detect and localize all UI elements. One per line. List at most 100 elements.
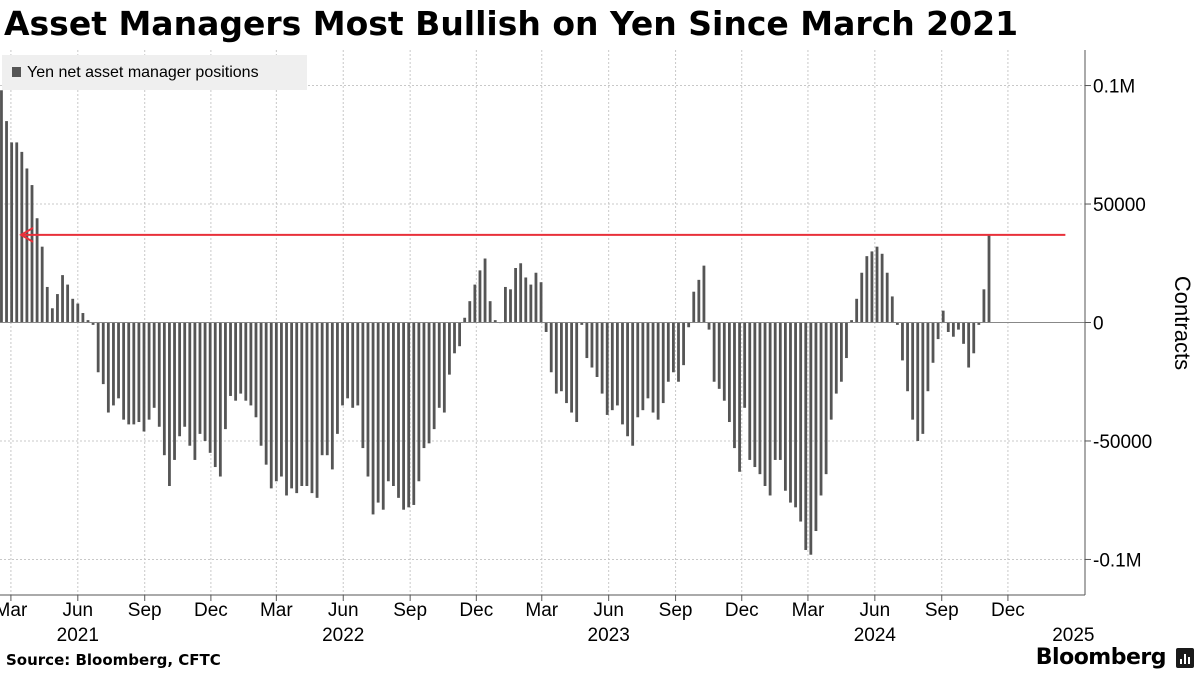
bar [157, 322, 161, 427]
bar [839, 322, 843, 382]
x-tick-label: Sep [925, 600, 959, 621]
bar [834, 322, 838, 394]
bar [10, 142, 14, 323]
bar [5, 121, 8, 323]
bloomberg-chart-icon [1176, 648, 1194, 668]
bar [717, 322, 721, 389]
bar [432, 322, 436, 430]
bar [361, 322, 365, 449]
bar [488, 301, 492, 323]
bar [351, 322, 355, 408]
bar [631, 322, 635, 446]
bar [738, 322, 741, 472]
bar [188, 322, 192, 446]
bar [392, 322, 395, 486]
x-tick-label: Dec [194, 600, 228, 621]
bar [951, 322, 955, 337]
bar [661, 322, 665, 404]
bar [911, 322, 915, 420]
x-tick-label: Mar [525, 600, 558, 621]
bar [829, 322, 833, 420]
bar [71, 298, 75, 323]
bar [269, 322, 273, 489]
x-tick-label: Dec [991, 600, 1025, 621]
bar [646, 322, 650, 399]
bar [534, 272, 538, 323]
bar [101, 322, 105, 385]
bar [417, 322, 421, 482]
bar [870, 251, 874, 323]
bar [229, 322, 232, 396]
bar [91, 322, 95, 325]
bar [20, 151, 24, 323]
bar [529, 284, 533, 323]
bar [570, 322, 573, 413]
bar [285, 322, 288, 496]
bar [320, 322, 324, 456]
bar [539, 282, 543, 323]
bar [407, 322, 411, 508]
bar [193, 322, 197, 460]
bar [850, 320, 853, 323]
bar [712, 322, 716, 382]
bar [30, 185, 34, 323]
bar [483, 258, 487, 323]
bar [783, 322, 787, 491]
bar [183, 322, 187, 427]
chart-title: Asset Managers Most Bullish on Yen Since… [4, 4, 1019, 43]
bar [244, 322, 248, 401]
bar [453, 322, 456, 354]
legend: Yen net asset manager positions [2, 55, 307, 90]
bar [274, 322, 278, 482]
x-tick-label: Sep [128, 600, 162, 621]
y-tick-label: -0.1M [1093, 550, 1142, 571]
bar [880, 253, 884, 323]
bar [819, 322, 823, 496]
x-tick-label: Sep [393, 600, 427, 621]
bar [366, 322, 370, 477]
bar [549, 322, 553, 373]
bar [575, 322, 579, 423]
bar [117, 322, 120, 399]
bar [855, 298, 859, 323]
bar [35, 218, 39, 323]
bar [962, 322, 965, 344]
bar [427, 322, 431, 444]
bar [381, 322, 385, 510]
x-tick-label: Dec [459, 600, 493, 621]
bar [280, 322, 283, 477]
bar [356, 322, 360, 406]
bar [636, 322, 640, 418]
bar [213, 322, 217, 468]
bar [672, 322, 675, 373]
bar [86, 320, 90, 323]
bar [946, 322, 950, 332]
x-tick-label: Mar [0, 600, 28, 621]
bar [112, 322, 115, 406]
bar [895, 322, 899, 325]
bar [885, 272, 889, 323]
bar [977, 322, 981, 325]
bar [743, 322, 747, 408]
bar [397, 322, 400, 498]
bar [524, 277, 528, 323]
bar [733, 322, 736, 449]
x-tick-label: Mar [792, 600, 825, 621]
bar [249, 322, 253, 406]
bar [371, 322, 375, 515]
bar [218, 322, 222, 477]
bar [239, 322, 243, 394]
bar [254, 322, 258, 418]
bar [330, 322, 334, 470]
bar [376, 322, 380, 503]
y-axis-title: Contracts [1170, 276, 1195, 370]
bar [845, 322, 848, 359]
bar [203, 322, 207, 441]
bar [616, 322, 619, 406]
bar [682, 322, 685, 366]
bar [132, 322, 136, 425]
bar [916, 322, 920, 441]
bar [809, 322, 813, 555]
bar [50, 308, 54, 323]
bar [758, 322, 762, 475]
